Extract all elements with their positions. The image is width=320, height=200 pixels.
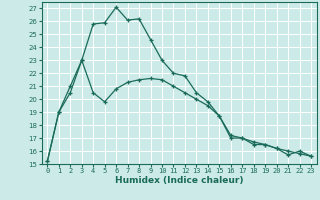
X-axis label: Humidex (Indice chaleur): Humidex (Indice chaleur) [115, 176, 244, 185]
